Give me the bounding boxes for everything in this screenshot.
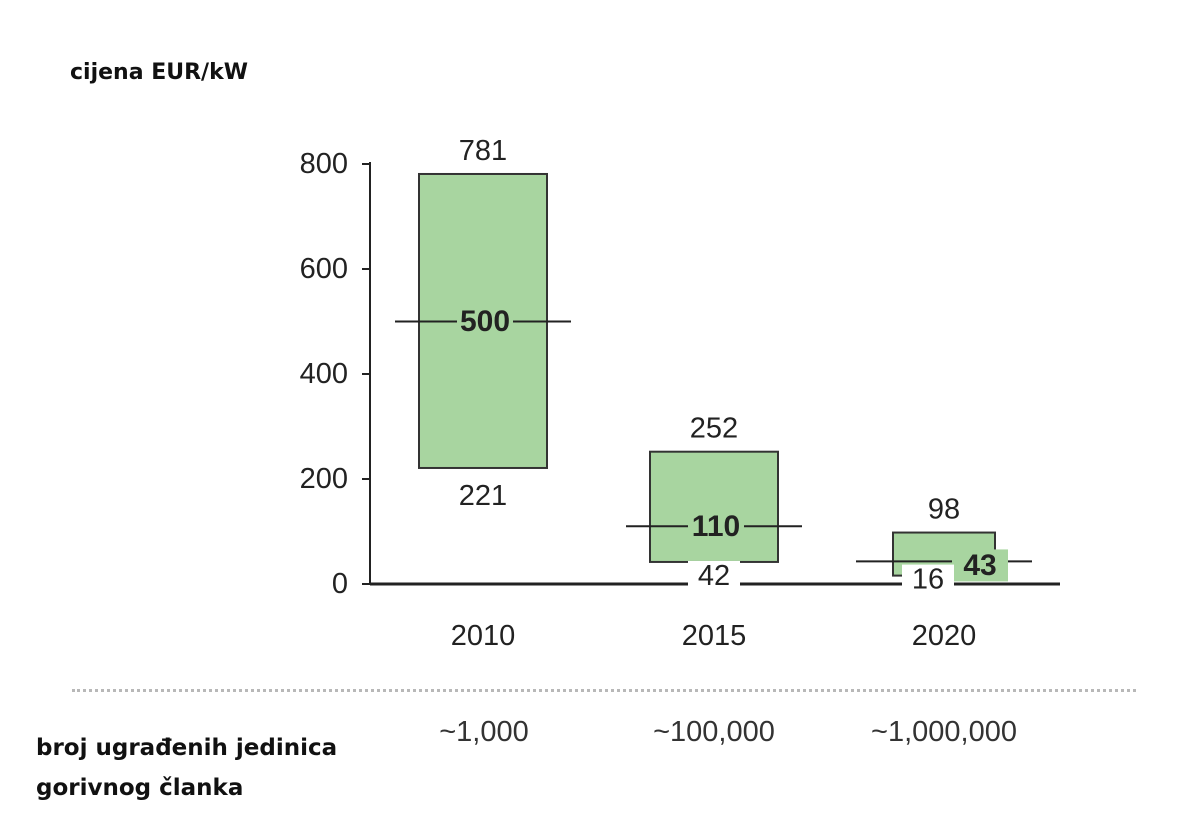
high-label-2020: 98 — [928, 494, 960, 526]
x-tick-label-2015: 2015 — [682, 620, 747, 652]
mid-label-2015: 110 — [692, 510, 740, 543]
mid-label-bg-2020 — [952, 549, 1008, 582]
units-title-line2: gorivnog članka — [36, 775, 244, 801]
low-label-2020: 16 — [912, 564, 944, 596]
y-tick-label-600: 600 — [300, 253, 348, 285]
unit-count-2015: ~100,000 — [653, 716, 775, 748]
x-tick-label-2020: 2020 — [912, 620, 977, 652]
x-tick-label-2010: 2010 — [451, 620, 516, 652]
low-label-2015: 42 — [698, 560, 730, 592]
range-bar-2015 — [649, 450, 779, 563]
labels-layer: 500 110 43 781 221 252 42 98 16 2010 2015 2020 — [451, 135, 1008, 652]
y-tick-label-200: 200 — [300, 463, 348, 495]
y-tick-label-800: 800 — [300, 148, 348, 180]
mid-label-2020: 43 — [963, 549, 996, 582]
y-tick-label-400: 400 — [300, 358, 348, 390]
section-divider — [72, 689, 1136, 692]
mid-label-2010: 500 — [460, 305, 510, 338]
units-title: broj ugrađenih jedinica gorivnog članka — [36, 728, 337, 808]
y-tick-label-0: 0 — [332, 568, 348, 600]
low-label-bg-2020 — [902, 564, 954, 595]
mid-label-bg-2015 — [688, 510, 744, 543]
bars-layer — [395, 172, 1032, 577]
mid-label-bg-2010 — [457, 305, 513, 338]
low-label-bg-2015 — [688, 560, 740, 591]
unit-count-2010: ~1,000 — [439, 716, 529, 748]
high-label-2010: 781 — [459, 135, 507, 167]
y-axis-title: cijena EUR/kW — [70, 60, 248, 85]
low-label-2010: 221 — [459, 480, 507, 512]
units-title-line1: broj ugrađenih jedinica — [36, 735, 338, 761]
unit-count-2020: ~1,000,000 — [871, 716, 1017, 748]
high-label-2015: 252 — [690, 413, 738, 445]
